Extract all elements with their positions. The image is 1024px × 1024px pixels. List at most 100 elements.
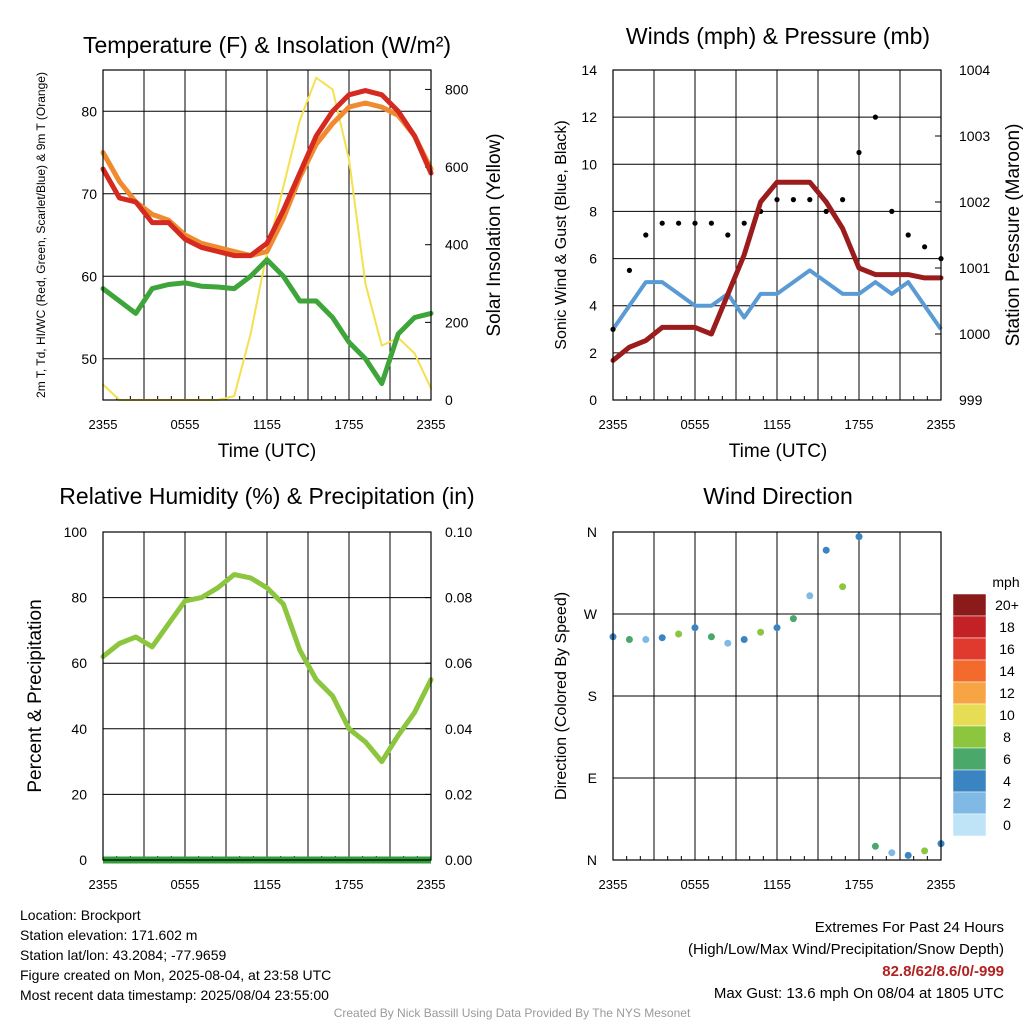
direction-point xyxy=(822,546,830,554)
gust-point xyxy=(872,114,879,120)
y-right-tick-label: 0.04 xyxy=(445,721,472,737)
x-tick-label: 1155 xyxy=(253,877,281,892)
x-tick-label: 2355 xyxy=(89,877,118,892)
gust-point xyxy=(741,220,747,226)
wind-speed-line xyxy=(611,268,943,331)
legend-swatch xyxy=(952,637,987,661)
gust-point xyxy=(790,197,797,203)
direction-point xyxy=(625,636,633,643)
y-tick-label: 80 xyxy=(81,103,97,119)
gust-point xyxy=(708,220,715,226)
station-info: Location: Brockport Station elevation: 1… xyxy=(20,905,331,1005)
extremes-info: Extremes For Past 24 Hours (High/Low/Max… xyxy=(688,917,1004,1005)
x-tick-label: 1755 xyxy=(335,417,364,432)
y-tick-label: 20 xyxy=(71,786,87,802)
temperature-y-label: 2m T, Td, HI/WC (Red, Green, Scarlet/Blu… xyxy=(34,72,48,398)
x-tick-label: 2355 xyxy=(927,417,956,432)
y-tick-label: 14 xyxy=(581,62,597,78)
legend-swatch xyxy=(952,813,987,837)
legend-swatch xyxy=(952,791,987,815)
y-tick-label: 2 xyxy=(589,345,597,361)
gust-point xyxy=(889,208,895,214)
legend-swatch xyxy=(952,659,987,683)
legend-swatch xyxy=(952,725,987,749)
y-tick-label: 50 xyxy=(81,351,97,367)
direction-point xyxy=(642,636,650,643)
temperature-chart-title: Temperature (F) & Insolation (W/m²) xyxy=(83,32,451,58)
temp-9m-line xyxy=(100,100,434,259)
direction-point xyxy=(904,851,912,859)
winds-panel: 2355 0555 1155 1755 235502468101214999100010… xyxy=(553,23,1024,462)
y-tick-label: 60 xyxy=(81,268,97,284)
figure-created: Figure created on Mon, 2025-08-04, at 23… xyxy=(20,967,332,983)
direction-point xyxy=(806,592,814,600)
y-tick-label: 6 xyxy=(589,251,597,267)
y-right-tick-label: 0.00 xyxy=(445,852,472,868)
direction-point xyxy=(740,636,748,643)
y-right-tick-label: 1002 xyxy=(959,194,990,210)
y-right-tick-label: 0.10 xyxy=(445,524,472,540)
y-tick-label: N xyxy=(587,524,597,540)
temperature-plot-frame xyxy=(102,69,432,401)
direction-point xyxy=(658,634,666,642)
y-tick-label: N xyxy=(587,852,597,868)
legend-label: 18 xyxy=(999,619,1015,635)
y-tick-label: 4 xyxy=(589,298,597,314)
credit-footer: Created By Nick Bassill Using Data Provi… xyxy=(333,1006,691,1020)
gust-point xyxy=(823,208,829,214)
y-tick-label: 80 xyxy=(71,590,87,606)
y-right-tick-label: 999 xyxy=(959,392,983,408)
direction-plot-frame xyxy=(612,531,942,861)
legend-swatch xyxy=(952,769,987,793)
legend-label: 20+ xyxy=(995,597,1019,613)
y-right-tick-label: 600 xyxy=(445,159,469,175)
x-tick-label: 2355 xyxy=(417,877,446,892)
gust-point xyxy=(807,197,813,203)
dewpoint-line xyxy=(100,257,434,386)
x-tick-label: 2355 xyxy=(599,417,628,432)
winds-chart-title: Winds (mph) & Pressure (mb) xyxy=(626,23,930,49)
legend-swatch xyxy=(952,681,987,705)
x-tick-label: 2355 xyxy=(927,877,956,892)
gust-point xyxy=(922,244,928,250)
legend-label: 4 xyxy=(1003,773,1011,789)
direction-point xyxy=(888,849,896,857)
y-right-tick-label: 400 xyxy=(445,237,469,253)
x-tick-label: 0555 xyxy=(681,877,710,892)
station-latlon: Station lat/lon: 43.2084; -77.9659 xyxy=(20,947,227,963)
gust-point xyxy=(774,197,780,203)
gust-point xyxy=(692,220,698,226)
legend-label: 2 xyxy=(1003,795,1011,811)
gust-point xyxy=(676,220,682,226)
y-tick-label: 60 xyxy=(71,655,87,671)
max-gust: Max Gust: 13.6 mph On 08/04 at 1805 UTC xyxy=(713,985,1004,1002)
y-tick-label: 40 xyxy=(71,721,87,737)
legend-label: 10 xyxy=(999,707,1015,723)
temperature-line xyxy=(100,88,434,259)
direction-point xyxy=(855,533,863,541)
legend-swatch xyxy=(952,593,987,617)
station-location: Location: Brockport xyxy=(20,907,141,923)
legend-swatch xyxy=(952,747,987,771)
humidity-chart-title: Relative Humidity (%) & Precipitation (i… xyxy=(59,483,474,509)
legend-swatch xyxy=(952,703,987,727)
direction-point xyxy=(757,628,765,636)
x-tick-label: 0555 xyxy=(171,877,200,892)
direction-point xyxy=(675,630,683,638)
station-elevation: Station elevation: 171.602 m xyxy=(20,927,198,943)
winds-y-label: Sonic Wind & Gust (Blue, Black) xyxy=(553,120,570,349)
y-tick-label: S xyxy=(588,688,597,704)
x-tick-label: 2355 xyxy=(89,417,118,432)
pressure-y-label: Station Pressure (Maroon) xyxy=(1003,124,1024,347)
humidity-panel: 2355 0555 1155 1755 23550204060801000.000.02… xyxy=(25,483,475,892)
recent-timestamp: Most recent data timestamp: 2025/08/04 2… xyxy=(20,987,329,1003)
y-right-tick-label: 1000 xyxy=(959,326,990,342)
x-tick-label: 2355 xyxy=(599,877,628,892)
y-tick-label: 100 xyxy=(64,524,88,540)
x-tick-label: 1755 xyxy=(845,877,874,892)
gust-point xyxy=(725,232,731,238)
direction-point xyxy=(707,633,715,641)
extremes-values: 82.8/62/8.6/0/-999 xyxy=(882,963,1004,980)
temperature-x-label: Time (UTC) xyxy=(218,441,317,462)
pressure-line xyxy=(610,179,944,363)
